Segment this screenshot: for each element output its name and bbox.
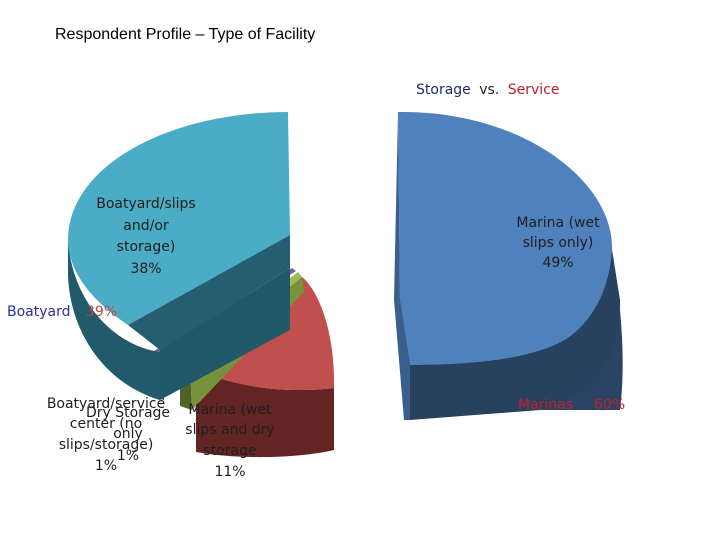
group-label-marinas-value: 60%: [594, 397, 625, 413]
group-label-marinas-name: Marinas: [518, 397, 573, 413]
chart-subtitle: Storage vs. Service: [416, 82, 559, 98]
label-marina-dry-storage-value: 11%: [214, 464, 245, 480]
label-marina-dry-storage: Marina (wet slips and dry storage 11%: [185, 402, 274, 480]
group-label-boatyard-name: Boatyard: [7, 304, 71, 320]
subtitle-storage: Storage: [416, 82, 471, 98]
subtitle-service: Service: [508, 82, 560, 98]
label-boatyard-slips: Boatyard/slips and/or storage) 38%: [96, 196, 195, 277]
label-marina-dry-storage-l1: Marina (wet: [188, 402, 272, 418]
slice-marina-wet-slips-edge: [394, 112, 410, 420]
slice-boatyard-slips-front: [68, 240, 160, 400]
label-boatyard-slips-l1: Boatyard/slips: [96, 196, 195, 212]
label-boatyard-service-l1: Boatyard/service: [47, 396, 165, 412]
label-marina-dry-storage-l3: storage: [203, 443, 256, 459]
group-label-boatyard: Boatyard 39%: [7, 304, 117, 320]
label-boatyard-service-l3: slips/storage): [59, 437, 154, 453]
slice-boatyard-slips: [68, 112, 290, 400]
label-boatyard-service-l2: center (no: [70, 416, 142, 432]
label-boatyard-service-value: 1%: [95, 458, 117, 474]
slice-marina-wet-slips: [394, 111, 623, 420]
slice-boatyard-slips-top: [68, 112, 290, 325]
label-boatyard-slips-l2: and/or: [123, 218, 169, 234]
chart-title: Respondent Profile – Type of Facility: [55, 26, 316, 43]
slice-marina-dry-storage-front: [196, 370, 334, 458]
label-marina-wet-slips-value: 49%: [542, 255, 573, 271]
label-dry-storage-only: Dry Storage only 1%: [86, 405, 170, 464]
label-dry-storage-only-value: 1%: [117, 448, 139, 464]
label-marina-wet-slips-l1: Marina (wet: [516, 215, 600, 231]
label-boatyard-service: Boatyard/service center (no slips/storag…: [47, 396, 165, 474]
group-label-marinas: Marinas 60%: [518, 397, 625, 413]
subtitle-vs: vs.: [479, 82, 499, 98]
label-marina-wet-slips: Marina (wet slips only) 49%: [516, 215, 600, 271]
slice-marina-wet-slips-top: [398, 111, 613, 366]
label-boatyard-slips-value: 38%: [130, 261, 161, 277]
label-dry-storage-only-l1: Dry Storage: [86, 405, 170, 421]
label-boatyard-slips-l3: storage): [117, 239, 176, 255]
group-label-boatyard-value: 39%: [86, 304, 117, 320]
label-marina-wet-slips-l2: slips only): [523, 235, 594, 251]
label-marina-dry-storage-l2: slips and dry: [185, 422, 274, 438]
slice-boatyard-slips-cut: [128, 235, 290, 350]
slice-marina-wet-slips-front: [410, 250, 621, 420]
label-dry-storage-only-l2: only: [113, 426, 143, 442]
